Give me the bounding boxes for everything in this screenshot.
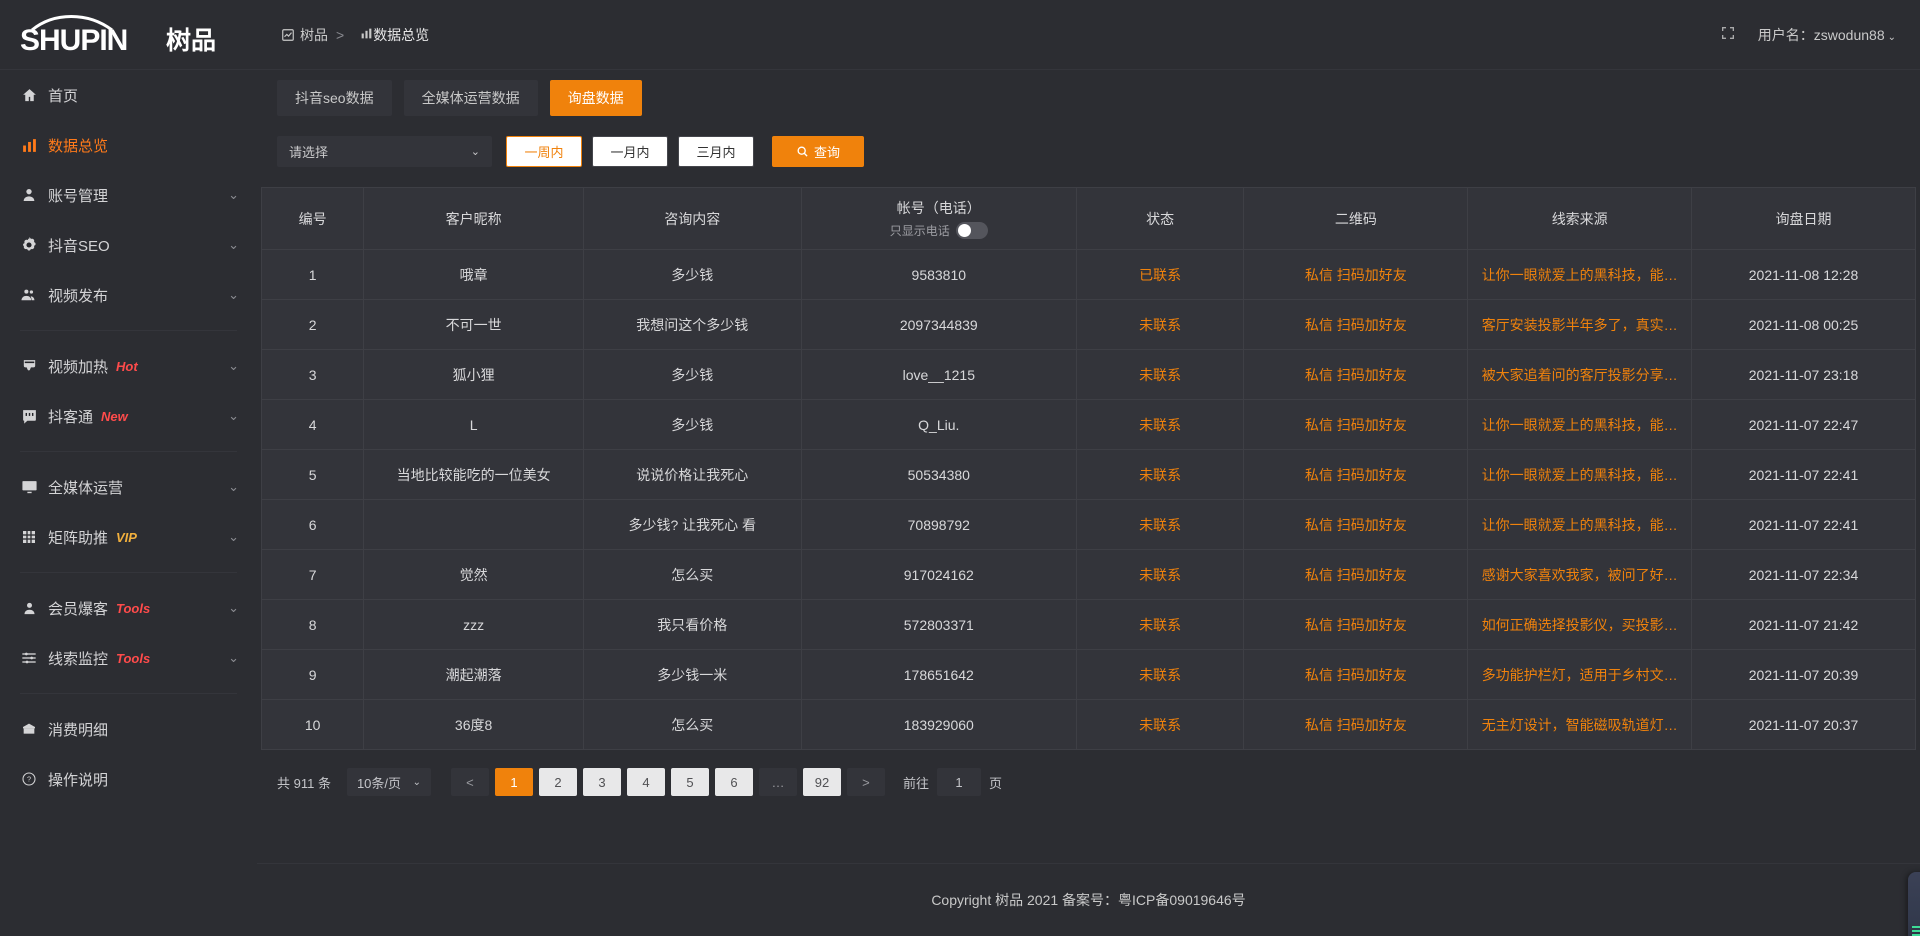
svg-text:?: ? [27,775,31,784]
svg-text:SHUPIN: SHUPIN [20,24,127,55]
svg-text:树品: 树品 [166,27,216,55]
